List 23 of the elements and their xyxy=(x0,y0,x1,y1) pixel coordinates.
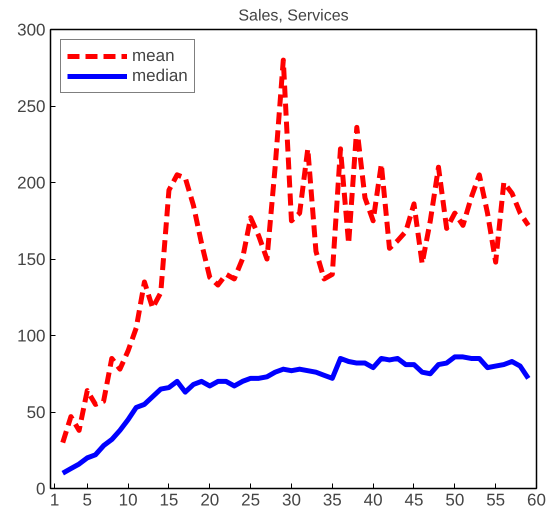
y-tick-label: 250 xyxy=(17,97,46,116)
x-tick-label: 35 xyxy=(322,490,342,508)
y-tick-label: 0 xyxy=(36,480,46,498)
y-tick-label: 100 xyxy=(17,326,46,346)
y-tick-label: 50 xyxy=(26,403,46,422)
y-tick-label: 200 xyxy=(17,174,46,192)
x-tick-label: 25 xyxy=(241,490,260,508)
x-tick-label: 30 xyxy=(282,490,301,508)
x-tick-label: 5 xyxy=(82,490,92,508)
x-tick-label: 20 xyxy=(200,490,220,508)
legend-label: median xyxy=(132,66,188,86)
x-tick-label: 10 xyxy=(118,490,138,508)
x-tick-label: 55 xyxy=(486,490,506,508)
x-tick-label: 50 xyxy=(445,490,464,508)
x-tick-label: 15 xyxy=(159,490,178,508)
x-tick-label: 1 xyxy=(50,490,60,508)
y-tick-label: 300 xyxy=(17,20,46,40)
y-tick-label: 150 xyxy=(17,250,46,269)
x-tick-label: 60 xyxy=(527,490,546,508)
x-tick-label: 45 xyxy=(404,490,424,508)
x-tick-label: 40 xyxy=(364,490,383,508)
chart-title: Sales, Services xyxy=(238,8,349,24)
legend-label: mean xyxy=(132,46,175,66)
